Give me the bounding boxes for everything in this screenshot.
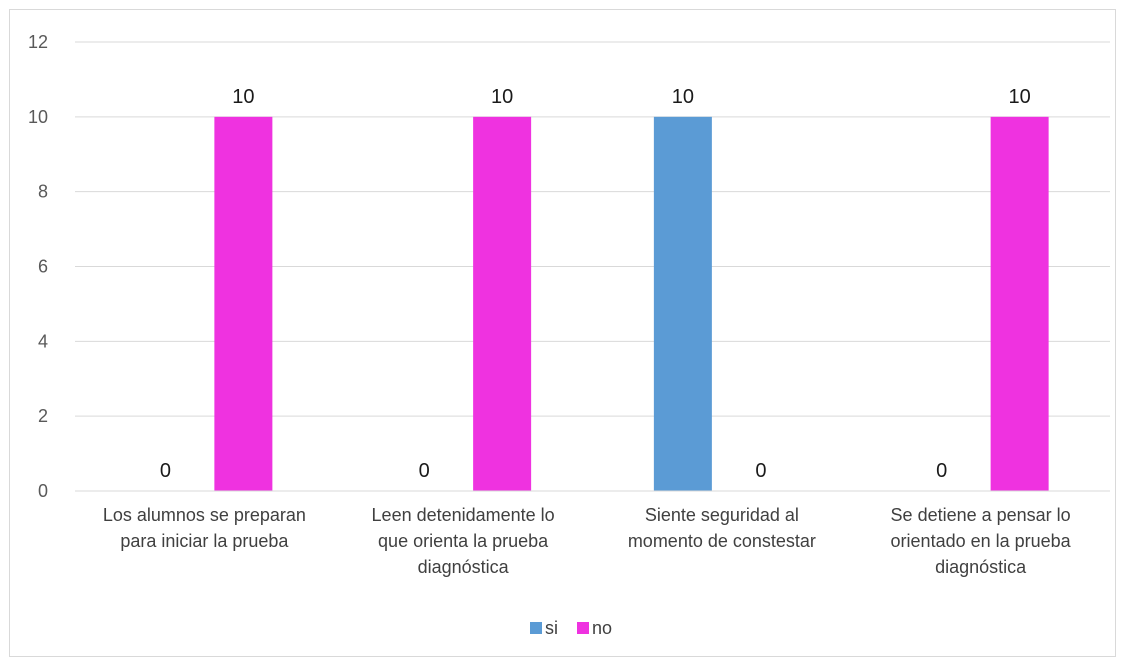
data-label: 0 bbox=[936, 460, 947, 482]
data-label: 0 bbox=[160, 460, 171, 482]
legend-label: no bbox=[592, 618, 612, 638]
bar-no bbox=[990, 116, 1049, 491]
legend-swatch-no bbox=[577, 622, 589, 634]
legend-label: si bbox=[545, 618, 558, 638]
data-label: 10 bbox=[672, 86, 694, 108]
category-label: diagnóstica bbox=[418, 557, 510, 577]
category-label: para iniciar la prueba bbox=[120, 531, 289, 551]
y-tick-label: 6 bbox=[38, 257, 48, 277]
y-tick-label: 2 bbox=[38, 406, 48, 426]
bar-no bbox=[214, 116, 273, 491]
category-label: diagnóstica bbox=[935, 557, 1027, 577]
y-tick-label: 10 bbox=[28, 107, 48, 127]
y-tick-label: 12 bbox=[28, 32, 48, 52]
y-tick-label: 0 bbox=[38, 481, 48, 501]
data-label: 0 bbox=[419, 460, 430, 482]
category-label: que orienta la prueba bbox=[378, 531, 549, 551]
category-label: orientado en la prueba bbox=[891, 531, 1072, 551]
data-label: 0 bbox=[755, 460, 766, 482]
chart-frame: 0 2 4 6 8 10 12 0 10 Los alumnos se preparan para … bbox=[9, 9, 1116, 657]
bar-no bbox=[473, 116, 532, 491]
category-label: Siente seguridad al bbox=[645, 505, 799, 525]
y-tick-label: 4 bbox=[38, 331, 48, 351]
y-tick-label: 8 bbox=[38, 182, 48, 202]
bar-chart: 0 2 4 6 8 10 12 0 10 Los alumnos se preparan para … bbox=[28, 32, 1110, 638]
category-label: Leen detenidamente lo bbox=[372, 505, 555, 525]
data-label: 10 bbox=[491, 86, 513, 108]
category-label: Se detiene a pensar lo bbox=[891, 505, 1071, 525]
data-label: 10 bbox=[1009, 86, 1031, 108]
category-label: Los alumnos se preparan bbox=[103, 505, 306, 525]
legend-swatch-si bbox=[530, 622, 542, 634]
category-label: momento de constestar bbox=[628, 531, 816, 551]
bar-si bbox=[653, 116, 712, 491]
data-label: 10 bbox=[232, 86, 254, 108]
